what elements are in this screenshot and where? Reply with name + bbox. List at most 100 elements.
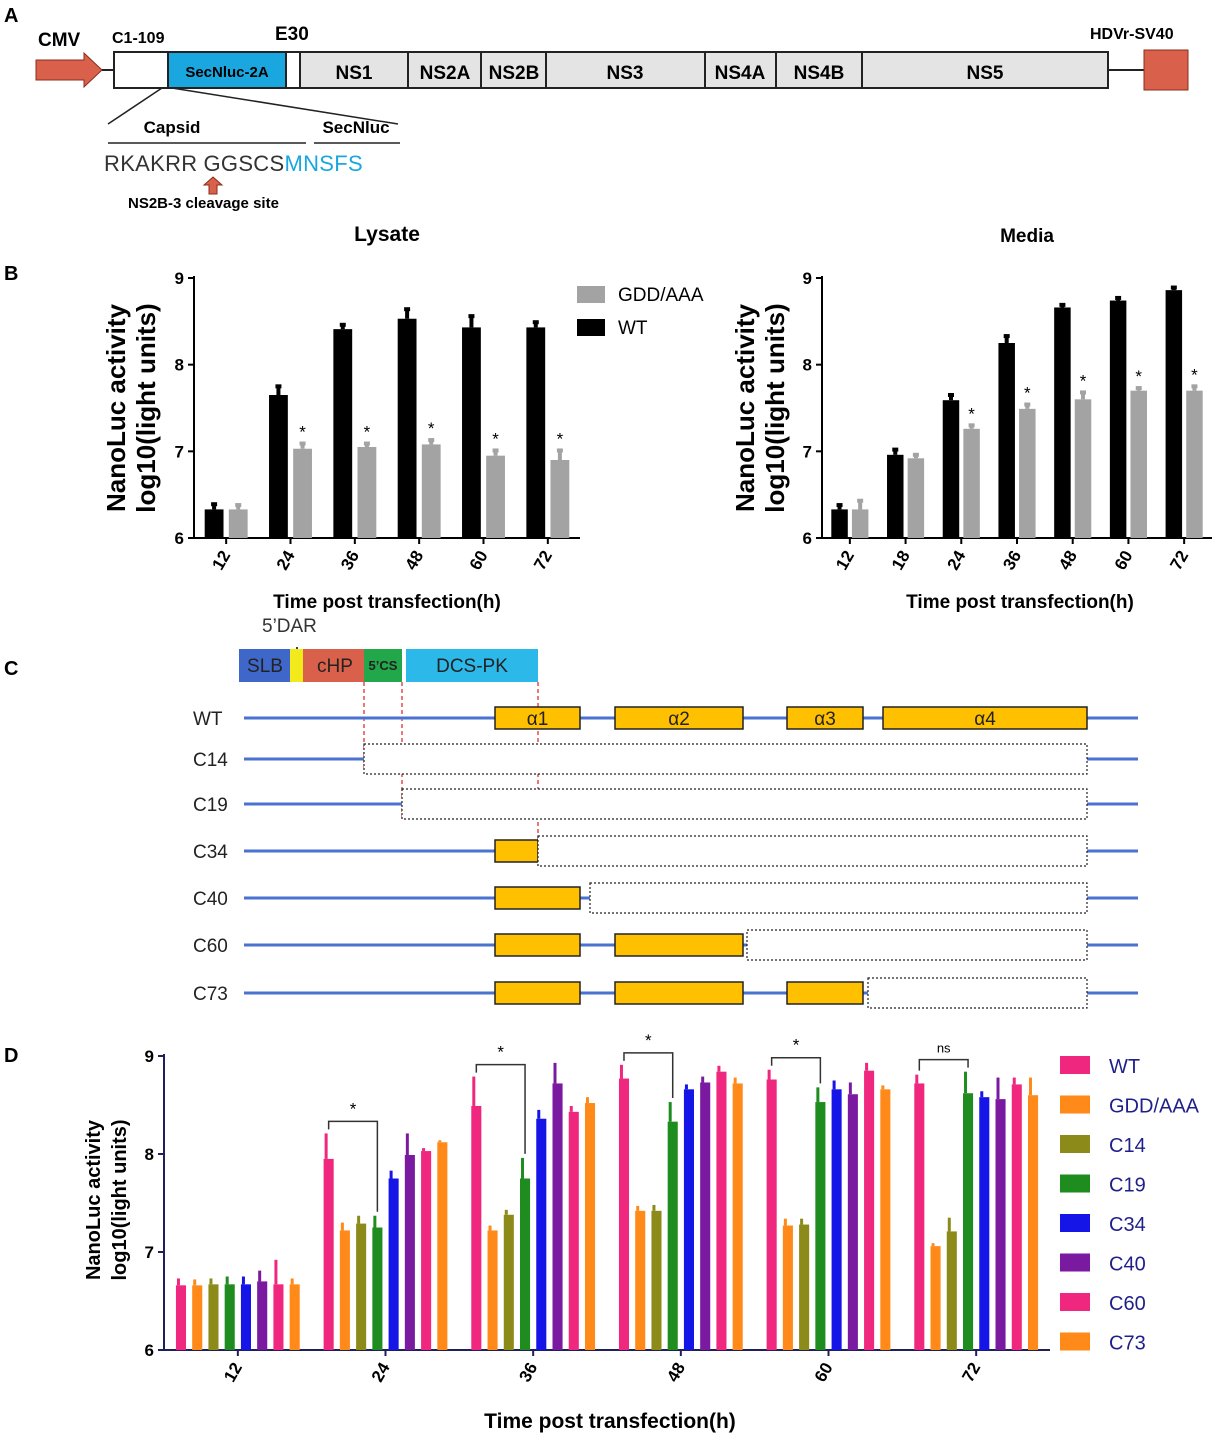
gene-label-secnluc: SecNluc-2A [185, 64, 269, 81]
panel-d-xtick-label: 24 [368, 1359, 394, 1385]
panel-d-bar-c60 [716, 1071, 727, 1350]
gene-label-ns1: NS1 [336, 63, 373, 84]
media-bar-wt [831, 509, 848, 538]
construct-row-label: C14 [193, 750, 228, 771]
lysate-bar-gddaaa [486, 455, 505, 538]
lysate-xlabel: Time post transfection(h) [273, 592, 501, 613]
media-bar-gddaaa [1074, 399, 1092, 538]
lysate-bar-gddaaa [357, 447, 377, 538]
panel-d-bar-c19 [372, 1227, 383, 1350]
panel-d-legend-swatch [1060, 1253, 1090, 1272]
panel-d-ytick-label: 8 [145, 1145, 154, 1164]
panel-d-legend-swatch [1060, 1332, 1090, 1351]
lysate-xtick-label: 12 [208, 547, 234, 573]
helix-2 [614, 706, 744, 730]
comparison-label: * [793, 1036, 800, 1055]
panel-d-legend-swatch [1060, 1056, 1090, 1074]
gene-label-ns2a: NS2A [420, 63, 471, 84]
lysate-bar-wt [462, 327, 481, 538]
panel-d-bar-c19 [963, 1093, 974, 1350]
dar-label: 5’DAR [262, 616, 317, 637]
panel-d-bar-c34 [683, 1089, 694, 1350]
gene-label-ns4b: NS4B [794, 63, 845, 84]
lysate-bar-gddaaa [293, 448, 312, 538]
panel-d-legend-swatch [1060, 1293, 1090, 1311]
panel-d-bar-c73 [1027, 1095, 1039, 1350]
panel-b-label: B [4, 263, 18, 285]
panel-d-bar-c40 [700, 1082, 711, 1350]
comparison-bracket [918, 1058, 969, 1071]
element-5cs-label: 5’CS [369, 658, 398, 673]
lysate-ytick-label: 8 [175, 356, 184, 375]
lysate-legend-swatch [577, 286, 605, 303]
panel-c: C 5’DAR SLB cHP 5’CS DCS-PK WT α1 α2 α3 α4 C1… [4, 616, 1138, 1009]
panel-d-bar-wt [618, 1078, 630, 1350]
media-xtick-label: 36 [999, 547, 1025, 573]
construct-row-label: WT [193, 709, 223, 730]
comparison-bracket [770, 1056, 822, 1084]
comparison-label: ns [937, 1041, 951, 1056]
media-ytick-label: 7 [803, 442, 812, 461]
helix-2 [614, 933, 744, 957]
comparison-bracket [327, 1120, 379, 1212]
media-xtick-label: 60 [1111, 547, 1137, 573]
panel-d-bar-wt [914, 1083, 925, 1350]
element-chp-label: cHP [317, 656, 353, 677]
panel-d-bar-c34 [831, 1089, 842, 1350]
secnluc-label: SecNluc [322, 118, 389, 137]
c-region-label: C1-109 [112, 30, 165, 47]
gene-label-ns5: NS5 [967, 63, 1004, 84]
panel-d-legend-swatch [1060, 1135, 1090, 1153]
panel-d-bar-c60 [273, 1284, 284, 1350]
helix-3 [786, 981, 864, 1005]
panel-d-bar-c40 [995, 1099, 1006, 1350]
lysate-sig-star: * [492, 429, 499, 448]
lysate-sig-star: * [364, 423, 371, 442]
lysate-ytick-label: 9 [175, 269, 184, 288]
media-xtick-label: 18 [888, 547, 914, 573]
media-sig-star: * [968, 404, 975, 423]
helix-1 [494, 886, 581, 910]
lysate-title: Lysate [354, 223, 420, 246]
panel-d-bar-c34 [240, 1284, 251, 1350]
element-chp [303, 649, 364, 682]
panel-d-bar-c60 [1011, 1084, 1022, 1350]
panel-d-bar-c40 [404, 1154, 415, 1350]
media-bar-gddaaa [851, 509, 869, 538]
lysate-bar-gddaaa [421, 444, 441, 538]
helix-label-1: α1 [527, 709, 549, 730]
element-slb-label: SLB [247, 656, 283, 677]
zoom-line-right [171, 87, 399, 125]
panel-d-bar-c40 [257, 1281, 268, 1350]
element-dar [290, 649, 303, 682]
helix-label-2: α2 [668, 709, 690, 730]
panel-d-xlabel: Time post transfection(h) [484, 1410, 736, 1433]
panel-d-label: D [4, 1045, 18, 1067]
panel-d-bar-gddaaa [192, 1285, 203, 1350]
chart-lysate: 6 7 8 9 12 24 * 36 * 48 * 60 * 72 * Lysate Time post tra… [101, 223, 704, 613]
helix-4 [882, 706, 1088, 730]
media-bar-wt [942, 400, 960, 538]
comparison-label: * [350, 1099, 357, 1118]
panel-d-ytick-label: 9 [145, 1047, 154, 1066]
panel-d-bar-wt [471, 1105, 482, 1350]
secnluc-segment [167, 51, 287, 89]
sequence: RKAKRR GGSCSMNSFS [104, 151, 363, 176]
helix-1 [494, 981, 581, 1005]
promoter-label: CMV [38, 30, 81, 51]
panel-d-ylabel-line1: NanoLuc activity [83, 1119, 105, 1280]
panel-d-bar-c73 [584, 1103, 596, 1350]
seq-secnluc: MNSFS [284, 151, 363, 176]
panel-d-bar-c14 [799, 1224, 810, 1350]
lysate-sig-star: * [557, 429, 564, 448]
lysate-sig-star: * [299, 423, 306, 442]
panel-d-bar-gddaaa [635, 1210, 646, 1350]
gene-dividers [407, 52, 863, 88]
media-bar-wt [887, 454, 904, 538]
panel-d-legend-label: GDD/AAA [1109, 1096, 1200, 1118]
media-xtick-label: 48 [1055, 547, 1081, 573]
panel-d-xtick-label: 12 [220, 1359, 246, 1385]
panel-a-label: A [4, 5, 18, 27]
panel-d-legend-label: C40 [1109, 1254, 1146, 1276]
comparison-label: * [497, 1043, 504, 1062]
